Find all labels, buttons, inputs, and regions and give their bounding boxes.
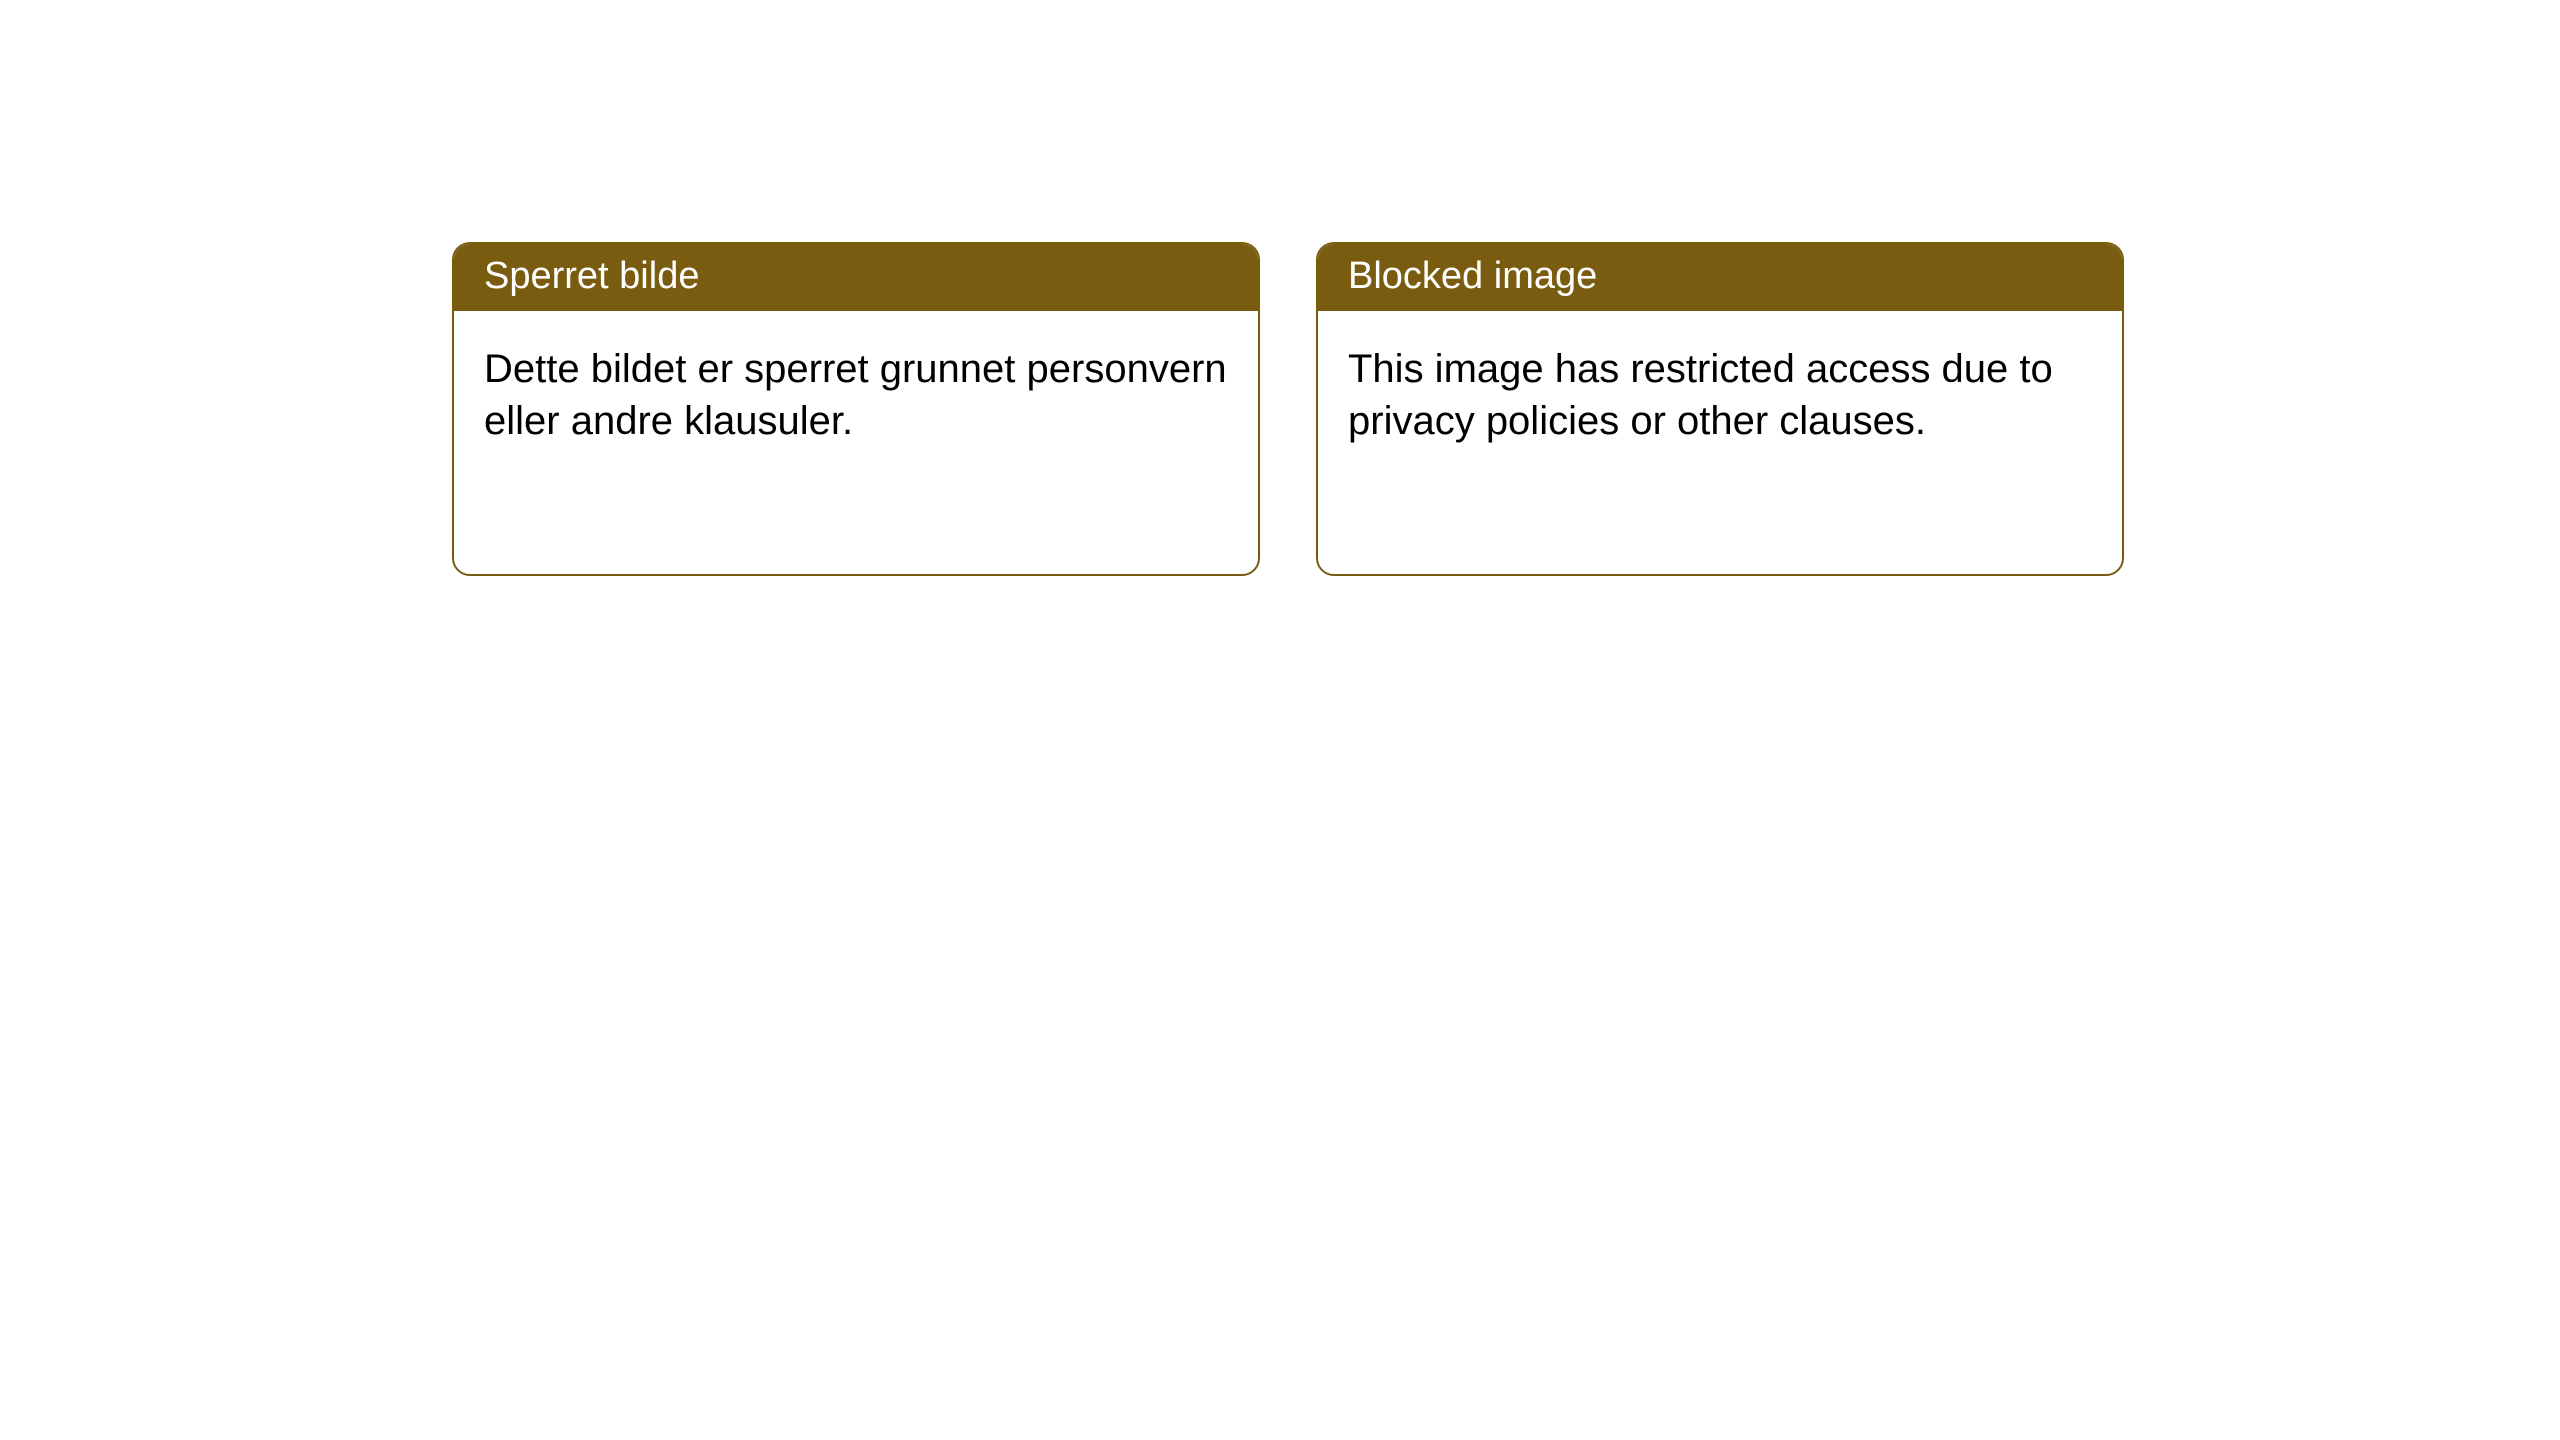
notice-container: Sperret bilde Dette bildet er sperret gr…: [0, 0, 2560, 576]
notice-body-no: Dette bildet er sperret grunnet personve…: [454, 311, 1258, 479]
notice-title-en: Blocked image: [1318, 244, 2122, 311]
notice-card-en: Blocked image This image has restricted …: [1316, 242, 2124, 576]
notice-title-no: Sperret bilde: [454, 244, 1258, 311]
notice-body-en: This image has restricted access due to …: [1318, 311, 2122, 479]
notice-card-no: Sperret bilde Dette bildet er sperret gr…: [452, 242, 1260, 576]
